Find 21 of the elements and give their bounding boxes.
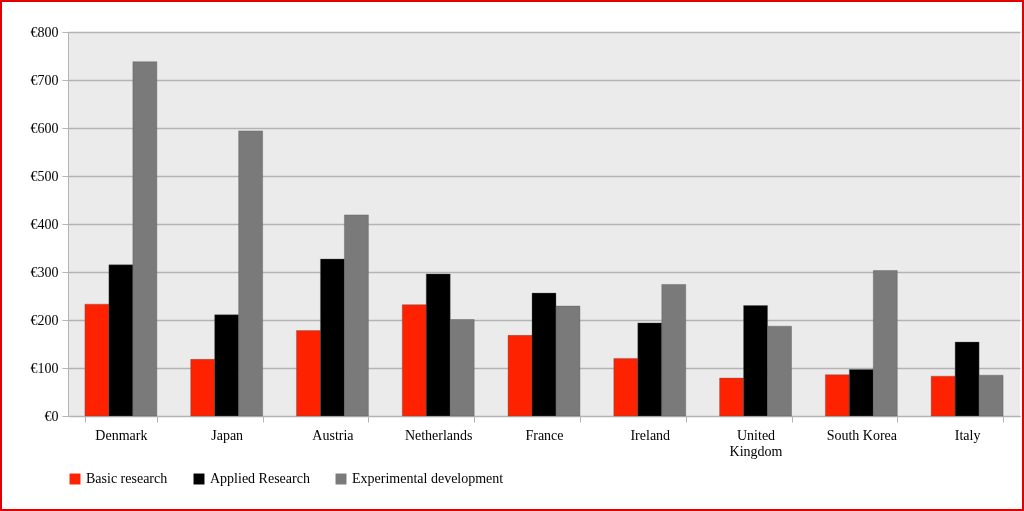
y-tick-label: €0	[44, 408, 59, 424]
y-tick-label: €100	[30, 360, 59, 376]
y-tick-label: €300	[30, 264, 59, 280]
y-tick-label: €800	[30, 24, 59, 40]
legend-label: Basic research	[86, 471, 168, 486]
y-tick-label: €600	[30, 120, 59, 136]
x-tick-label: South Korea	[826, 427, 898, 443]
x-tick-label: Italy	[954, 427, 981, 443]
y-tick-label: €200	[30, 312, 59, 328]
legend-label: Applied Research	[210, 471, 310, 486]
y-tick-label: €500	[30, 168, 59, 184]
legend-label: Experimental development	[352, 471, 504, 486]
x-tick-label: France	[525, 427, 564, 443]
x-tick-label: Austria	[312, 427, 355, 443]
x-tick-label: Denmark	[95, 427, 148, 443]
x-tick-label: Ireland	[630, 427, 671, 443]
y-tick-label: €700	[30, 72, 59, 88]
x-tick-label: Netherlands	[404, 427, 473, 443]
y-tick-label: €400	[30, 216, 59, 232]
x-tick-label: United Kingdom	[729, 427, 783, 459]
x-tick-label: Japan	[211, 427, 244, 443]
